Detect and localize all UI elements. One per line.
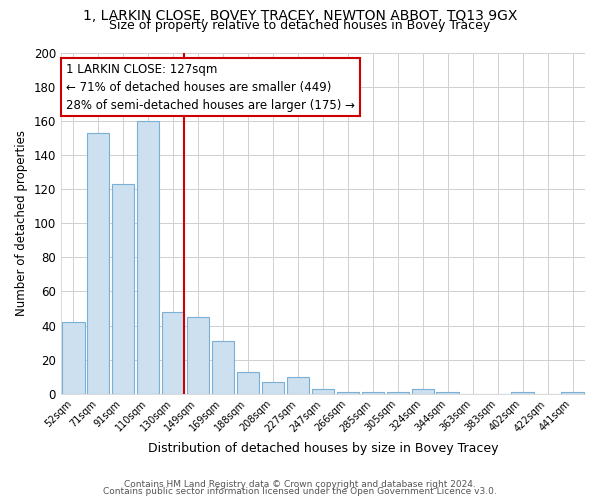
Bar	[87, 132, 109, 394]
Bar	[311, 388, 334, 394]
Bar	[436, 392, 459, 394]
Bar	[362, 392, 384, 394]
Bar	[62, 322, 85, 394]
Bar	[412, 388, 434, 394]
Text: Contains HM Land Registry data © Crown copyright and database right 2024.: Contains HM Land Registry data © Crown c…	[124, 480, 476, 489]
Bar	[337, 392, 359, 394]
Text: Size of property relative to detached houses in Bovey Tracey: Size of property relative to detached ho…	[109, 19, 491, 32]
Bar	[386, 392, 409, 394]
Bar	[187, 317, 209, 394]
Bar	[212, 341, 234, 394]
Y-axis label: Number of detached properties: Number of detached properties	[15, 130, 28, 316]
Text: Contains public sector information licensed under the Open Government Licence v3: Contains public sector information licen…	[103, 488, 497, 496]
Bar	[162, 312, 184, 394]
X-axis label: Distribution of detached houses by size in Bovey Tracey: Distribution of detached houses by size …	[148, 442, 498, 455]
Bar	[287, 376, 309, 394]
Text: 1 LARKIN CLOSE: 127sqm
← 71% of detached houses are smaller (449)
28% of semi-de: 1 LARKIN CLOSE: 127sqm ← 71% of detached…	[66, 62, 355, 112]
Bar	[112, 184, 134, 394]
Bar	[137, 121, 160, 394]
Bar	[561, 392, 584, 394]
Bar	[511, 392, 534, 394]
Bar	[262, 382, 284, 394]
Bar	[237, 372, 259, 394]
Text: 1, LARKIN CLOSE, BOVEY TRACEY, NEWTON ABBOT, TQ13 9GX: 1, LARKIN CLOSE, BOVEY TRACEY, NEWTON AB…	[83, 9, 517, 23]
